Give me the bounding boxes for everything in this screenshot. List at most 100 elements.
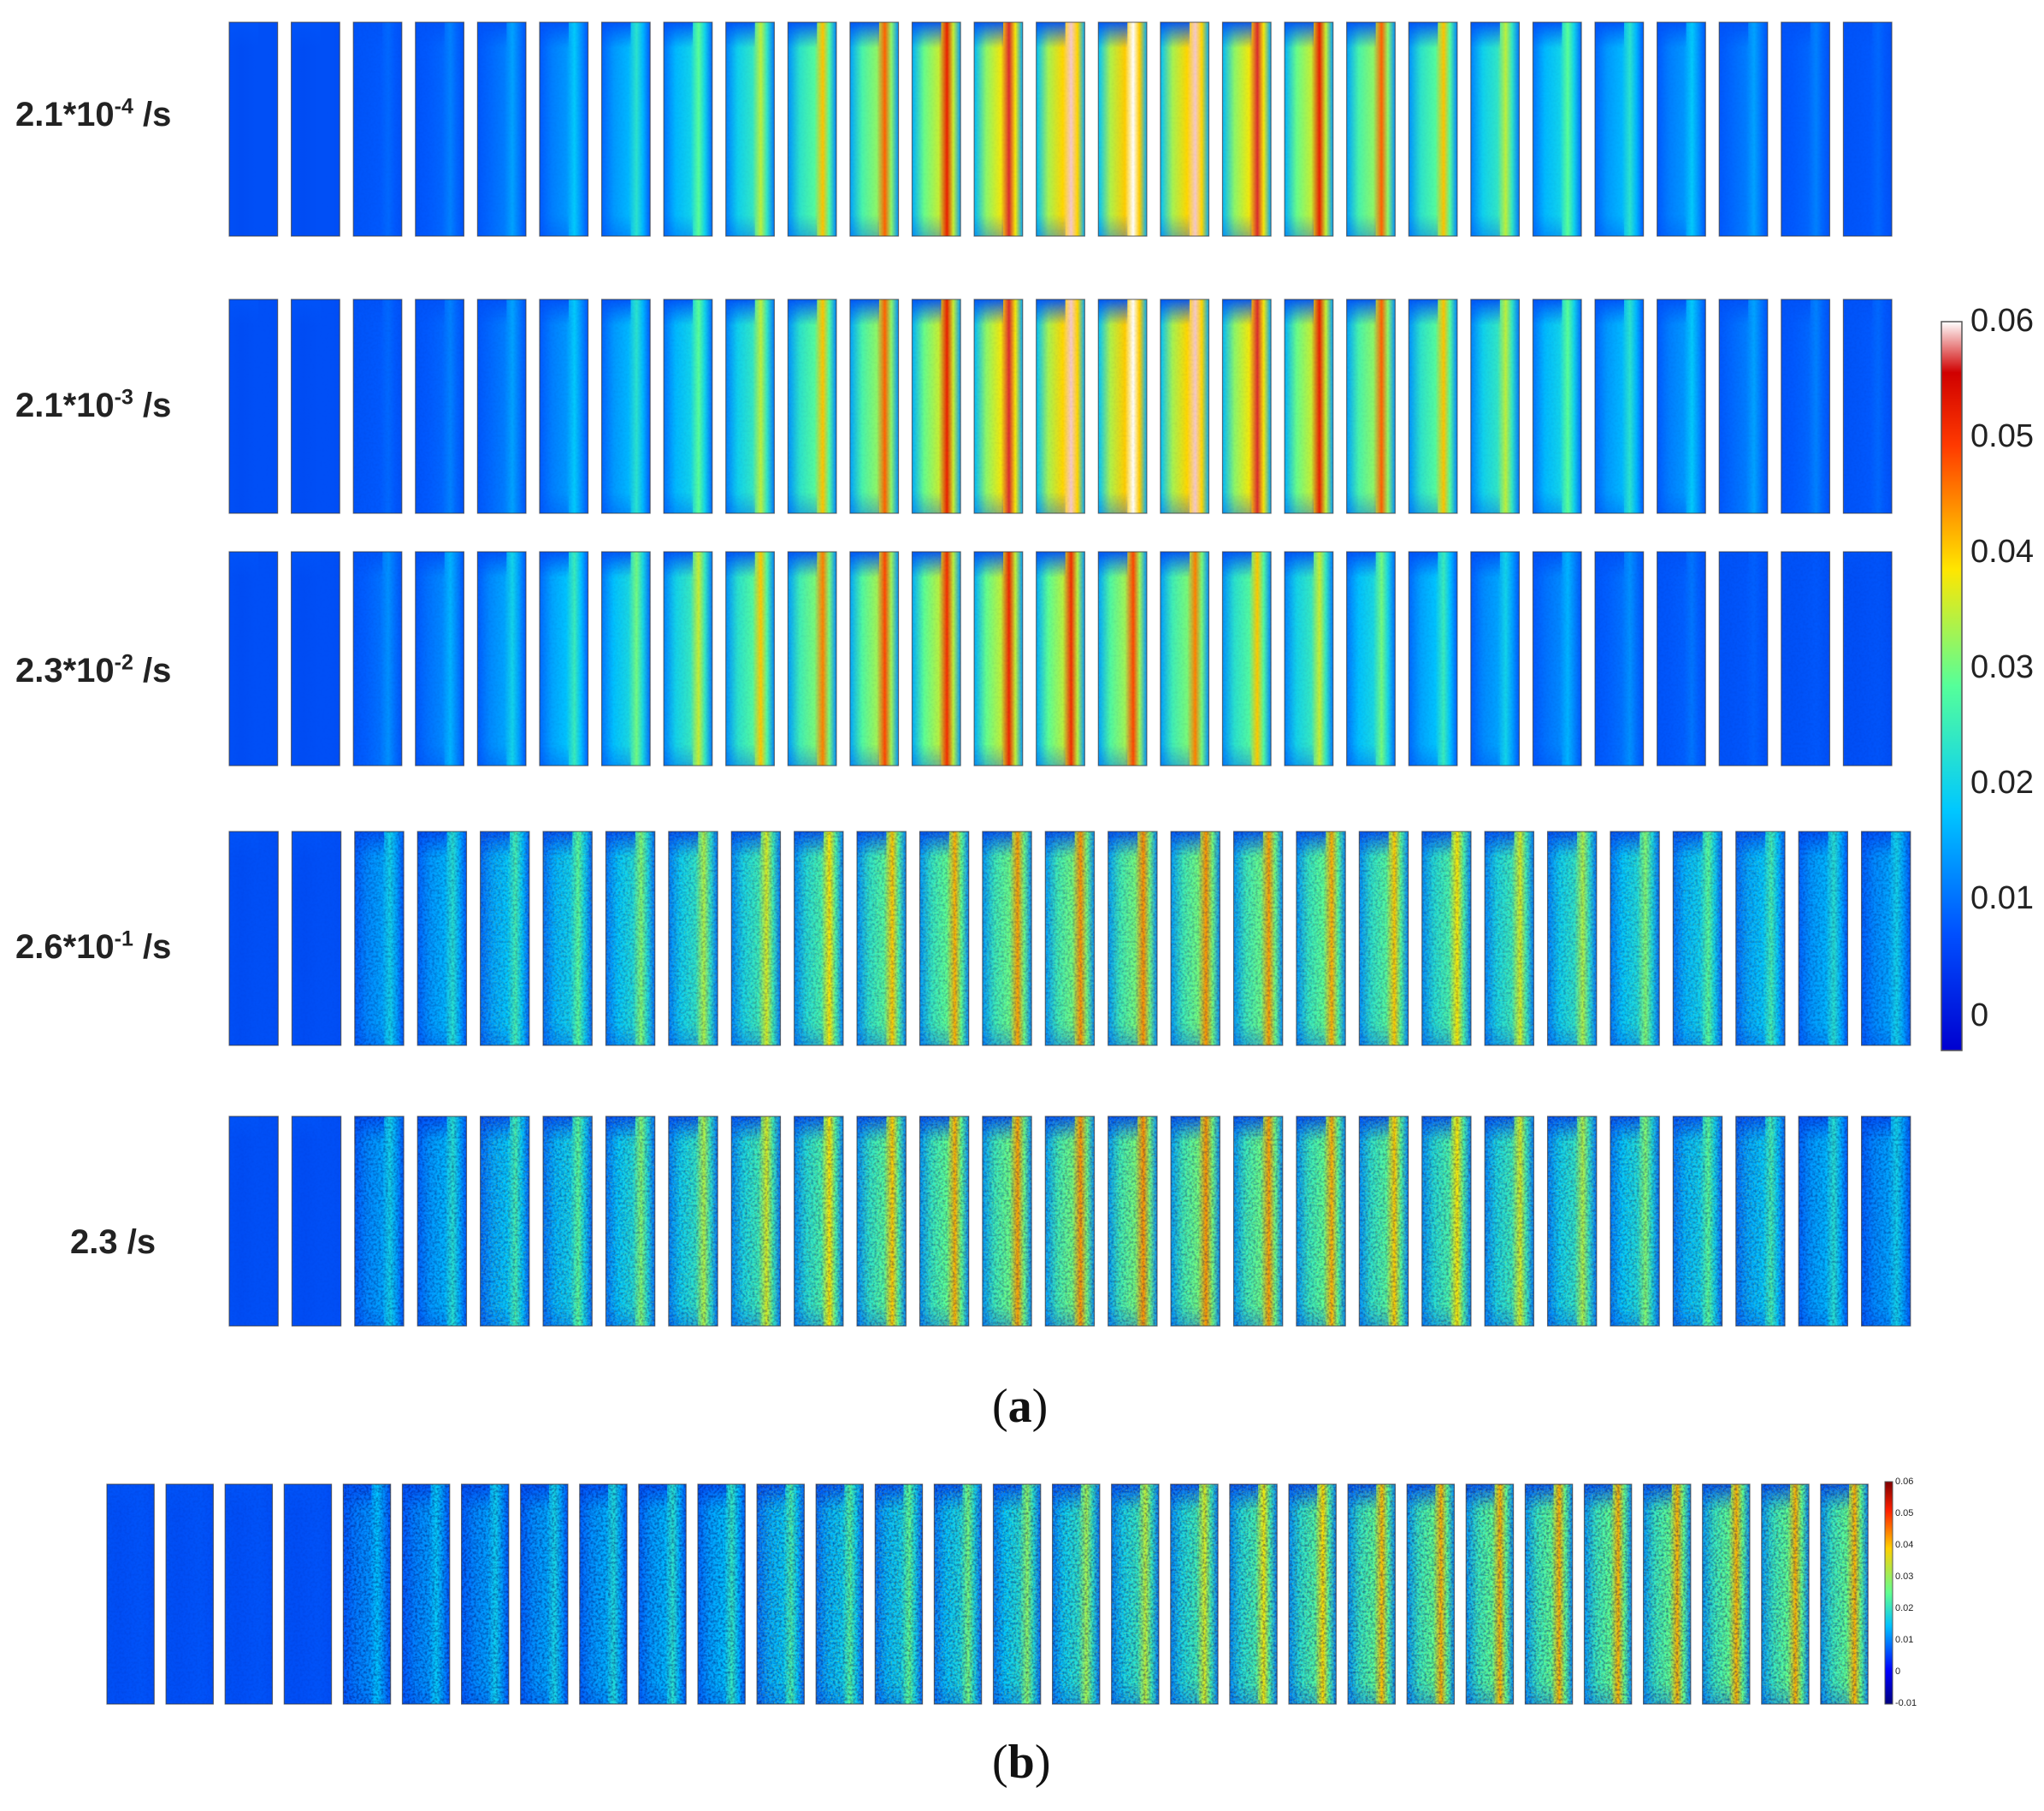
panel-a-strain-maps	[228, 21, 1911, 1327]
strain-frame-r5-1	[228, 1116, 279, 1327]
strain-frame-r3-6	[539, 551, 589, 766]
strain-frame-b-3	[224, 1483, 274, 1705]
strain-frame-b-30	[1820, 1483, 1869, 1705]
strain-frame-r5-16	[1170, 1116, 1220, 1327]
strain-frame-r5-21	[1484, 1116, 1535, 1327]
strain-frame-r3-3	[352, 551, 403, 766]
cbar-b-tick-2: 0.05	[1895, 1508, 1914, 1518]
strain-frame-b-12	[756, 1483, 805, 1705]
strain-frame-r2-25	[1718, 299, 1769, 514]
strain-frame-r4-21	[1484, 831, 1535, 1046]
strain-frame-b-16	[992, 1483, 1042, 1705]
strain-frame-r4-26	[1798, 831, 1849, 1046]
strain-frame-b-2	[165, 1483, 214, 1705]
cbar-b-tick-7: 0	[1895, 1666, 1901, 1677]
strain-frame-b-24	[1465, 1483, 1515, 1705]
strain-frame-r3-23	[1594, 551, 1645, 766]
strain-frame-r3-7	[600, 551, 651, 766]
strain-frame-r5-6	[542, 1116, 593, 1327]
strain-frame-b-13	[815, 1483, 865, 1705]
strain-frame-r5-10	[794, 1116, 844, 1327]
cbar-b-tick-5: 0.02	[1895, 1603, 1914, 1613]
strain-frame-r3-11	[849, 551, 900, 766]
strain-frame-r2-11	[849, 299, 900, 514]
strain-frame-r3-18	[1284, 551, 1334, 766]
strain-frame-b-26	[1583, 1483, 1633, 1705]
strain-frame-b-18	[1111, 1483, 1160, 1705]
strain-frame-r5-19	[1358, 1116, 1409, 1327]
strain-frame-r1-6	[539, 21, 589, 237]
strain-frame-r5-22	[1546, 1116, 1598, 1327]
strain-frame-r3-16	[1160, 551, 1210, 766]
strain-frame-r2-8	[663, 299, 713, 514]
strain-frame-r2-6	[539, 299, 589, 514]
strain-frame-b-20	[1229, 1483, 1278, 1705]
strain-frame-r5-8	[668, 1116, 718, 1327]
panel-a-colorbar	[1941, 321, 1963, 1051]
strain-frame-r4-14	[1044, 831, 1096, 1046]
strain-row-1	[228, 21, 1893, 237]
cbar-a-tick-3: 0.04	[1970, 534, 2034, 570]
cbar-b-tick-3: 0.04	[1895, 1540, 1914, 1550]
strain-row-5	[228, 1116, 1911, 1327]
strain-frame-r2-4	[415, 299, 464, 514]
strain-frame-r1-21	[1470, 21, 1521, 237]
strain-frame-r5-24	[1672, 1116, 1723, 1327]
strain-frame-r1-17	[1221, 21, 1272, 237]
strain-frame-b-22	[1347, 1483, 1396, 1705]
strain-frame-r2-15	[1097, 299, 1148, 514]
strain-frame-r4-5	[480, 831, 530, 1046]
strain-frame-r1-26	[1781, 21, 1831, 237]
strain-frame-r4-8	[668, 831, 718, 1046]
cbar-a-tick-7: 0	[1970, 997, 1989, 1033]
strain-frame-b-15	[933, 1483, 983, 1705]
strain-frame-r3-25	[1718, 551, 1769, 766]
strain-frame-r5-9	[730, 1116, 782, 1327]
strain-frame-r5-2	[291, 1116, 342, 1327]
strain-frame-r2-2	[290, 299, 340, 514]
strain-frame-r1-2	[290, 21, 340, 237]
strain-frame-r1-3	[352, 21, 403, 237]
row-label-rate-2: 2.1*10-3 /s	[15, 385, 172, 424]
row-label-rate-5: 2.3 /s	[70, 1223, 157, 1261]
strain-frame-b-14	[874, 1483, 924, 1705]
strain-frame-r4-1	[228, 831, 279, 1046]
strain-frame-r1-15	[1097, 21, 1148, 237]
strain-frame-r5-5	[480, 1116, 530, 1327]
strain-frame-r5-7	[605, 1116, 656, 1327]
cbar-a-tick-5: 0.02	[1970, 765, 2034, 801]
strain-frame-r2-16	[1160, 299, 1210, 514]
panel-b-strain-maps	[106, 1483, 1869, 1705]
strain-frame-r2-21	[1470, 299, 1521, 514]
strain-frame-b-10	[638, 1483, 687, 1705]
strain-frame-r1-5	[476, 21, 527, 237]
strain-frame-r1-18	[1284, 21, 1334, 237]
strain-frame-b-25	[1524, 1483, 1574, 1705]
strain-frame-r2-10	[787, 299, 837, 514]
strain-frame-r1-4	[415, 21, 464, 237]
strain-frame-r3-26	[1781, 551, 1831, 766]
strain-frame-r3-19	[1346, 551, 1396, 766]
strain-frame-r1-13	[973, 21, 1024, 237]
strain-frame-r4-7	[605, 831, 656, 1046]
row-label-rate-4: 2.6*10-1 /s	[15, 926, 172, 966]
row-label-rate-1: 2.1*10-4 /s	[15, 94, 172, 133]
panel-b-label: (b)	[992, 1736, 1051, 1789]
strain-frame-b-1	[106, 1483, 155, 1705]
strain-frame-r3-27	[1842, 551, 1893, 766]
strain-frame-r4-12	[919, 831, 970, 1046]
cbar-a-tick-2: 0.05	[1970, 418, 2034, 454]
strain-frame-r4-6	[542, 831, 593, 1046]
strain-frame-r2-27	[1842, 299, 1893, 514]
strain-frame-r4-13	[982, 831, 1032, 1046]
strain-frame-r2-1	[228, 299, 279, 514]
strain-frame-r4-27	[1860, 831, 1911, 1046]
strain-frame-r2-22	[1532, 299, 1582, 514]
strain-frame-b-27	[1642, 1483, 1692, 1705]
strain-frame-r5-11	[856, 1116, 907, 1327]
strain-frame-r3-22	[1532, 551, 1582, 766]
strain-frame-r2-23	[1594, 299, 1645, 514]
strain-frame-r5-25	[1735, 1116, 1786, 1327]
strain-frame-r5-14	[1044, 1116, 1096, 1327]
strain-frame-r2-20	[1408, 299, 1458, 514]
